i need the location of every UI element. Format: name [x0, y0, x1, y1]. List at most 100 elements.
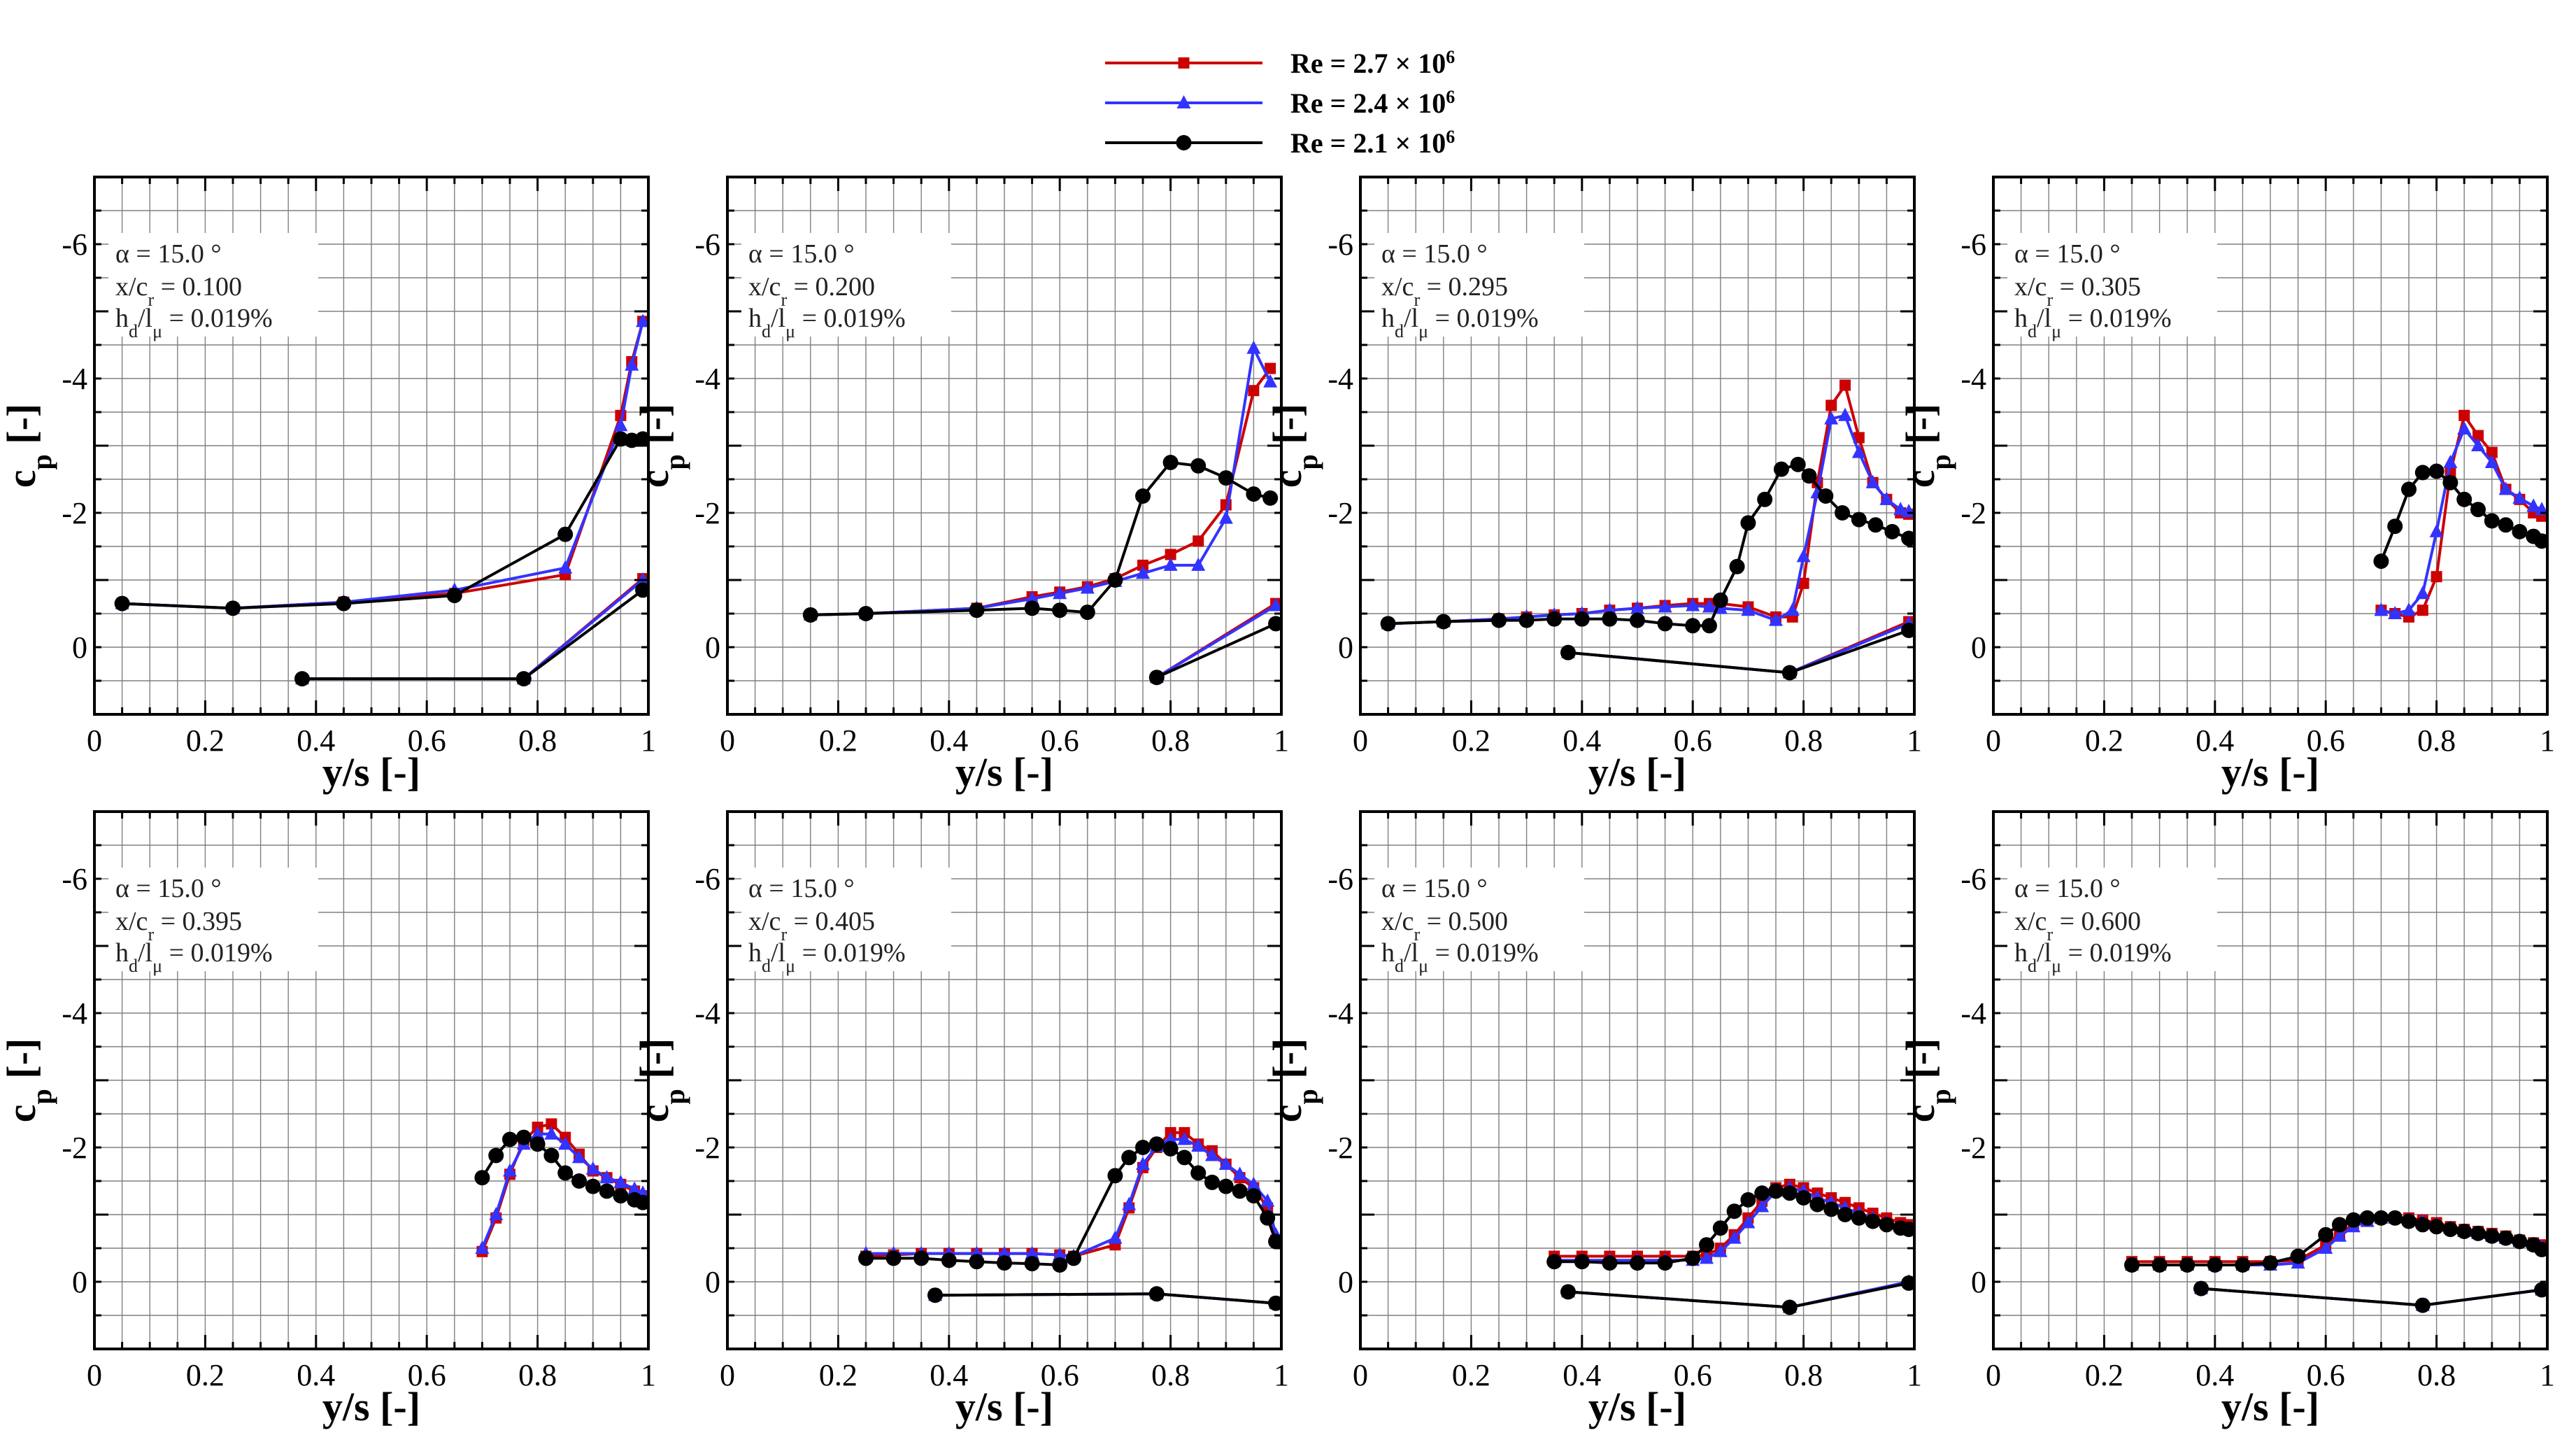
data-point	[1823, 1201, 1840, 1217]
ticks	[726, 810, 1283, 1350]
y-tick-label: -6	[62, 862, 87, 896]
data-point	[1122, 1196, 1137, 1210]
data-point	[1218, 510, 1233, 524]
data-point	[1136, 1157, 1150, 1170]
ticks	[1359, 810, 1916, 1350]
data-point	[1781, 665, 1798, 681]
data-point	[1713, 1243, 1728, 1257]
legend-marker-square	[1178, 57, 1190, 69]
data-point	[1136, 565, 1150, 579]
data-point	[599, 1183, 615, 1199]
data-area	[802, 340, 1281, 686]
data-point	[1108, 1230, 1123, 1244]
data-point	[1491, 612, 1507, 628]
data-point	[2333, 1228, 2347, 1242]
data-point	[1269, 598, 1281, 612]
data-point	[1246, 340, 1261, 354]
data-point	[2429, 523, 2444, 537]
data-point	[1080, 580, 1095, 594]
x-tick-label: 0	[720, 1358, 735, 1392]
y-axis-label: cp [-]	[632, 404, 690, 488]
data-point	[502, 1131, 518, 1147]
series-re21	[114, 431, 648, 687]
annotation-xc: x/cr = 0.305	[2014, 272, 2141, 310]
data-point	[1796, 549, 1811, 563]
annotation-alpha: α = 15.0 °	[748, 239, 855, 269]
data-point	[2428, 1219, 2445, 1235]
x-tick-label: 0.6	[1041, 1358, 1079, 1392]
data-point	[1867, 517, 1884, 533]
data-point	[1901, 623, 1914, 638]
x-tick-label: 0.2	[819, 1358, 858, 1392]
data-point	[1518, 612, 1535, 628]
series-re27	[116, 316, 648, 685]
data-point	[2534, 533, 2547, 549]
data-point	[1838, 407, 1852, 421]
annotation-background	[1374, 868, 1584, 971]
data-point	[1701, 618, 1717, 634]
y-tick-label: -2	[62, 496, 87, 530]
legend-marker-circle	[1176, 135, 1192, 150]
series-line-lower	[934, 1292, 1276, 1305]
data-point	[913, 1250, 930, 1266]
x-tick-label: 0.8	[1151, 723, 1190, 758]
x-tick-label: 0.8	[518, 723, 557, 758]
data-point	[635, 431, 648, 447]
data-point	[613, 418, 628, 432]
x-tick-label: 1	[2540, 1358, 2555, 1392]
series-re27	[1382, 379, 1914, 679]
data-point	[1232, 1183, 1248, 1199]
x-tick-label: 1	[1907, 1358, 1922, 1392]
data-point	[1218, 1157, 1233, 1170]
series-line-upper	[1388, 462, 1909, 628]
annotation-alpha: α = 15.0 °	[1381, 239, 1488, 269]
data-point	[997, 1255, 1012, 1271]
annotation-xc: x/cr = 0.600	[2014, 907, 2141, 945]
data-point	[515, 671, 532, 687]
data-point	[1560, 1284, 1576, 1300]
data-point	[1781, 1299, 1798, 1315]
x-tick-label: 0.2	[2085, 1358, 2123, 1392]
data-point	[1798, 577, 1809, 589]
legend-entry: Re = 2.7 × 106	[1105, 47, 1455, 79]
series-re21	[1546, 1183, 1914, 1315]
data-point	[2526, 498, 2541, 512]
data-point	[599, 1170, 614, 1184]
y-tick-label: -2	[1961, 496, 1986, 530]
data-point	[529, 1136, 546, 1152]
x-tick-label: 0.2	[2085, 723, 2123, 758]
data-point	[1824, 411, 1839, 425]
data-point	[1263, 374, 1278, 388]
data-point	[2373, 1210, 2389, 1226]
y-axis-label: cp [-]	[1898, 1038, 1956, 1122]
annotation-xc: x/cr = 0.100	[115, 272, 242, 310]
series-line-lower	[1155, 622, 1276, 679]
ticks	[93, 810, 650, 1350]
data-point	[2458, 409, 2470, 421]
data-point	[1851, 444, 1866, 458]
data-point	[1560, 644, 1576, 660]
data-point	[1795, 1190, 1812, 1206]
data-point	[2442, 1222, 2458, 1238]
series-re21	[802, 455, 1281, 686]
data-point	[585, 1178, 601, 1194]
data-point	[2207, 1257, 2223, 1273]
y-tick-label: -4	[1961, 362, 1986, 396]
data-point	[1773, 461, 1789, 477]
data-point	[1176, 1150, 1193, 1166]
data-point	[2472, 430, 2484, 441]
annotation-hd: hd/lμ = 0.019%	[1381, 304, 1539, 341]
data-point	[1177, 1131, 1192, 1145]
data-point	[2124, 1257, 2140, 1273]
data-point	[571, 1173, 587, 1189]
x-axis-label: y/s [-]	[955, 1384, 1053, 1429]
data-point	[1879, 1217, 1895, 1233]
x-tick-label: 0	[1986, 1358, 2001, 1392]
data-point	[1741, 1215, 1756, 1229]
data-point	[1079, 605, 1095, 621]
data-point	[2345, 1212, 2361, 1228]
data-point	[2443, 455, 2458, 468]
x-tick-label: 0.6	[1674, 723, 1712, 758]
y-tick-label: 0	[705, 1265, 720, 1299]
